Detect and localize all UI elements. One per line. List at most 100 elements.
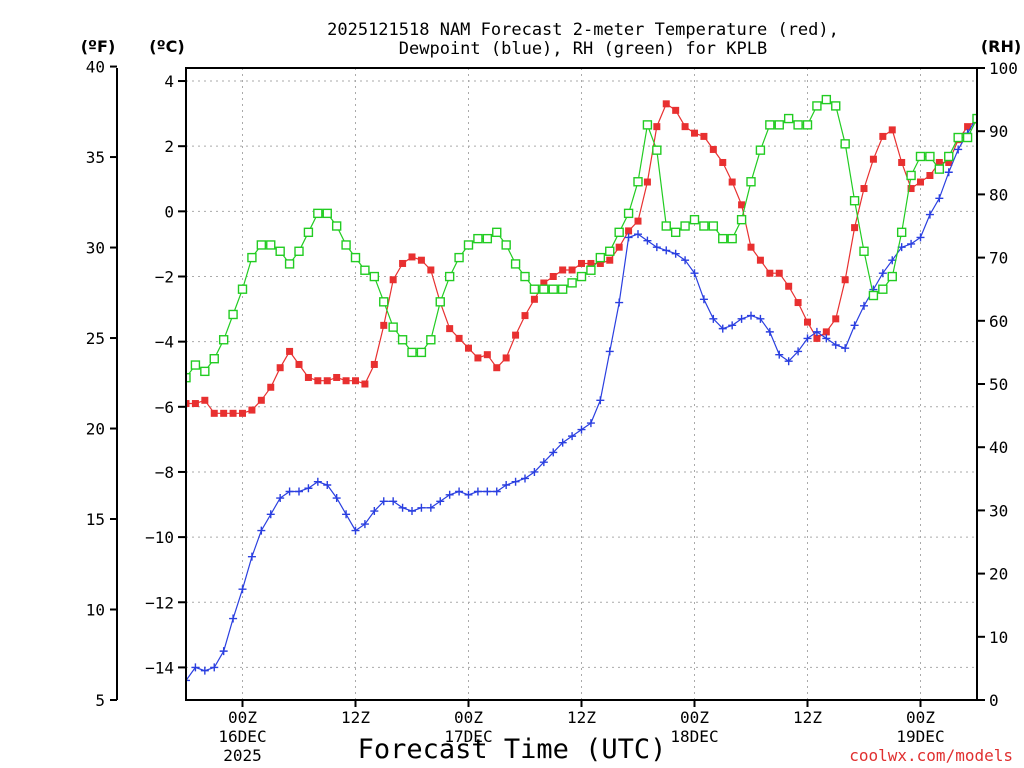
temp-point-37 [530,295,538,303]
rh-point-36 [520,271,530,282]
rh-point-77 [906,170,916,181]
dewpoint-point-81 [944,168,953,177]
rh-point-24 [407,347,417,358]
rh-point-49 [642,120,653,130]
rh-point-50 [652,145,662,155]
temp-point-50 [653,123,661,131]
rh-point-16 [331,221,342,231]
dewpoint-point-67 [812,327,821,336]
dewpoint-point-55 [699,295,708,304]
dewpoint-point-66 [803,334,812,343]
temp-point-7 [248,406,256,414]
dewpoint-point-37 [530,467,539,476]
dewpoint-point-22 [389,497,398,506]
dewpoint-point-36 [521,474,529,483]
fahrenheit-tick-label: 40 [86,58,105,77]
rh-point-44 [595,252,606,263]
rh-point-47 [623,208,634,219]
temp-point-45 [606,256,614,264]
rh-point-26 [426,335,436,345]
rh-point-38 [539,284,549,294]
temp-point-62 [766,269,774,277]
rh-point-75 [887,271,897,282]
temp-point-15 [323,377,331,385]
temp-point-79 [926,172,934,180]
temp-point-51 [662,100,670,108]
dewpoint-point-7 [247,552,256,561]
dewpoint-point-82 [954,145,963,154]
temp-point-8 [257,396,265,404]
temp-point-29 [455,334,463,342]
dewpoint-point-48 [634,230,642,239]
rh-point-76 [896,227,907,238]
dewpoint-point-28 [445,490,454,499]
fahrenheit-tick-label: 30 [86,239,105,258]
rh-point-27 [435,297,445,307]
temp-point-26 [427,266,435,274]
dewpoint-point-3 [210,663,219,672]
rh-point-48 [633,177,643,187]
temp-point-14 [314,377,322,385]
rh-point-65 [793,120,803,130]
temp-point-44 [596,259,604,267]
celsius-tick-label: 4 [164,72,174,91]
celsius-tick-label: −6 [155,398,174,417]
rh-point-61 [755,145,766,155]
temp-point-12 [295,360,303,368]
rh-point-12 [294,246,304,256]
temp-point-6 [239,409,246,417]
temp-point-17 [342,377,350,385]
temp-point-31 [474,354,482,362]
rh-point-28 [444,271,455,282]
dewpoint-point-5 [229,614,238,623]
celsius-unit-label: (ºC) [149,37,184,56]
x-tick-date: 19DEC [896,727,944,746]
temp-point-70 [841,276,849,284]
dewpoint-point-32 [483,487,492,496]
temp-point-42 [578,259,585,267]
rh-tick-label: 70 [989,249,1008,268]
temp-point-66 [804,318,811,326]
temp-point-73 [869,155,877,163]
x-tick-label: 00Z [454,708,483,727]
temp-point-22 [389,276,397,284]
dewpoint-point-30 [464,490,473,499]
x-axis-label: Forecast Time (UTC) [358,734,667,765]
rh-point-4 [218,335,229,345]
rh-tick-label: 30 [989,501,1008,520]
dewpoint-point-75 [888,256,897,265]
temp-point-68 [822,328,830,336]
dewpoint-point-41 [568,432,577,441]
rh-point-9 [266,240,276,250]
dewpoint-point-45 [605,347,614,356]
rh-point-41 [567,278,577,288]
rh-point-25 [416,347,427,358]
rh-tick-label: 10 [989,628,1008,647]
x-tick-year: 2025 [223,746,262,765]
dewpoint-point-27 [436,497,445,506]
temp-point-18 [352,377,359,385]
dewpoint-point-24 [408,507,416,516]
rh-point-51 [661,221,671,231]
temp-point-33 [493,364,501,372]
dewpoint-point-42 [577,425,586,434]
rh-point-29 [454,252,464,263]
dewpoint-point-85 [982,100,990,108]
dewpoint-point-1 [191,663,200,672]
temp-point-23 [399,259,407,267]
temp-point-55 [700,132,708,140]
rh-point-60 [746,177,756,187]
x-tick-date: 16DEC [218,727,266,746]
dewpoint-point-72 [860,301,868,310]
temp-point-46 [615,243,623,251]
rh-point-57 [718,233,728,244]
temp-point-30 [465,344,472,352]
rh-point-23 [397,335,408,345]
dewpoint-point-39 [549,448,558,457]
dewpoint-point-26 [426,503,435,512]
temp-point-47 [625,227,633,235]
temp-point-35 [512,331,520,339]
rh-point-15 [322,208,332,219]
rh-point-13 [303,227,314,238]
temp-point-53 [681,123,689,131]
